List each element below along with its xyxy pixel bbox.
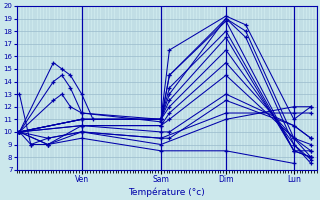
X-axis label: Température (°c): Température (°c) (128, 187, 205, 197)
